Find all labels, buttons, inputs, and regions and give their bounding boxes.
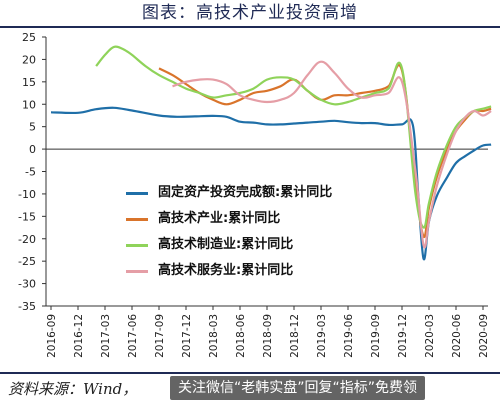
y-tick-label: -15 <box>18 210 36 223</box>
y-tick-label: 5 <box>29 121 36 134</box>
y-tick-label: -35 <box>18 300 36 313</box>
series-line-3 <box>172 60 492 249</box>
x-tick-label: 2018-09 <box>262 314 274 358</box>
legend-label: 固定资产投资完成额:累计同比 <box>158 185 333 200</box>
y-tick-label: 20 <box>22 53 36 66</box>
legend-swatch <box>126 218 148 221</box>
legend-swatch <box>126 192 148 195</box>
y-tick-label: -30 <box>18 278 36 291</box>
series-line-1 <box>158 63 492 238</box>
x-tick-label: 2019-03 <box>316 314 328 358</box>
title-rule <box>0 26 500 28</box>
title-bar: 图表：高技术产业投资高增 <box>0 0 500 26</box>
x-tick-label: 2019-12 <box>397 314 409 358</box>
y-tick-label: -5 <box>25 166 36 179</box>
y-tick-label: -20 <box>18 233 36 246</box>
x-axis: 2016-09 2016-12 2017-03 2017-06 2017-09 2017-… <box>46 148 490 358</box>
legend-label: 高技术产业:累计同比 <box>158 211 281 226</box>
y-tick-label: 10 <box>22 98 36 111</box>
series-line-2 <box>95 45 492 229</box>
source-note: 资料来源：Wind， <box>8 380 138 398</box>
y-axis: 25 20 15 10 5 0 -5 -10 -15 -20 -25 -30 -35 <box>18 31 47 313</box>
x-tick-label: 2020-06 <box>451 314 463 358</box>
footer-rule <box>0 372 500 374</box>
legend-swatch <box>126 244 148 247</box>
x-tick-label: 2020-09 <box>478 314 490 358</box>
y-tick-label: -10 <box>18 188 36 201</box>
x-tick-label: 2016-12 <box>73 314 85 358</box>
x-tick-label: 2020-03 <box>424 314 436 358</box>
x-tick-label: 2017-09 <box>154 314 166 358</box>
promo-banner[interactable]: 关注微信“老韩实盘”回复“指标”免费领 <box>170 376 426 400</box>
x-tick-label: 2019-06 <box>343 314 355 358</box>
y-tick-label: 15 <box>22 76 36 89</box>
y-tick-label: 0 <box>29 143 36 156</box>
x-tick-label: 2017-06 <box>127 314 139 358</box>
series-line-0 <box>50 106 492 261</box>
x-tick-label: 2019-09 <box>370 314 382 358</box>
x-tick-label: 2018-03 <box>208 314 220 358</box>
page-title: 图表：高技术产业投资高增 <box>142 3 358 23</box>
legend-label: 高技术服务业:累计同比 <box>158 263 294 278</box>
x-tick-label: 2017-12 <box>181 314 193 358</box>
series-group <box>50 45 492 261</box>
legend-label: 高技术制造业:累计同比 <box>158 237 294 252</box>
footer: 资料来源：Wind， 关注微信“老韩实盘”回复“指标”免费领 <box>0 372 500 402</box>
y-tick-label: -25 <box>18 255 36 268</box>
legend-swatch <box>126 270 148 273</box>
x-tick-label: 2017-03 <box>100 314 112 358</box>
x-tick-label: 2016-09 <box>46 314 58 358</box>
x-tick-label: 2018-12 <box>289 314 301 358</box>
x-tick-label: 2018-06 <box>235 314 247 358</box>
y-tick-label: 25 <box>22 31 36 44</box>
